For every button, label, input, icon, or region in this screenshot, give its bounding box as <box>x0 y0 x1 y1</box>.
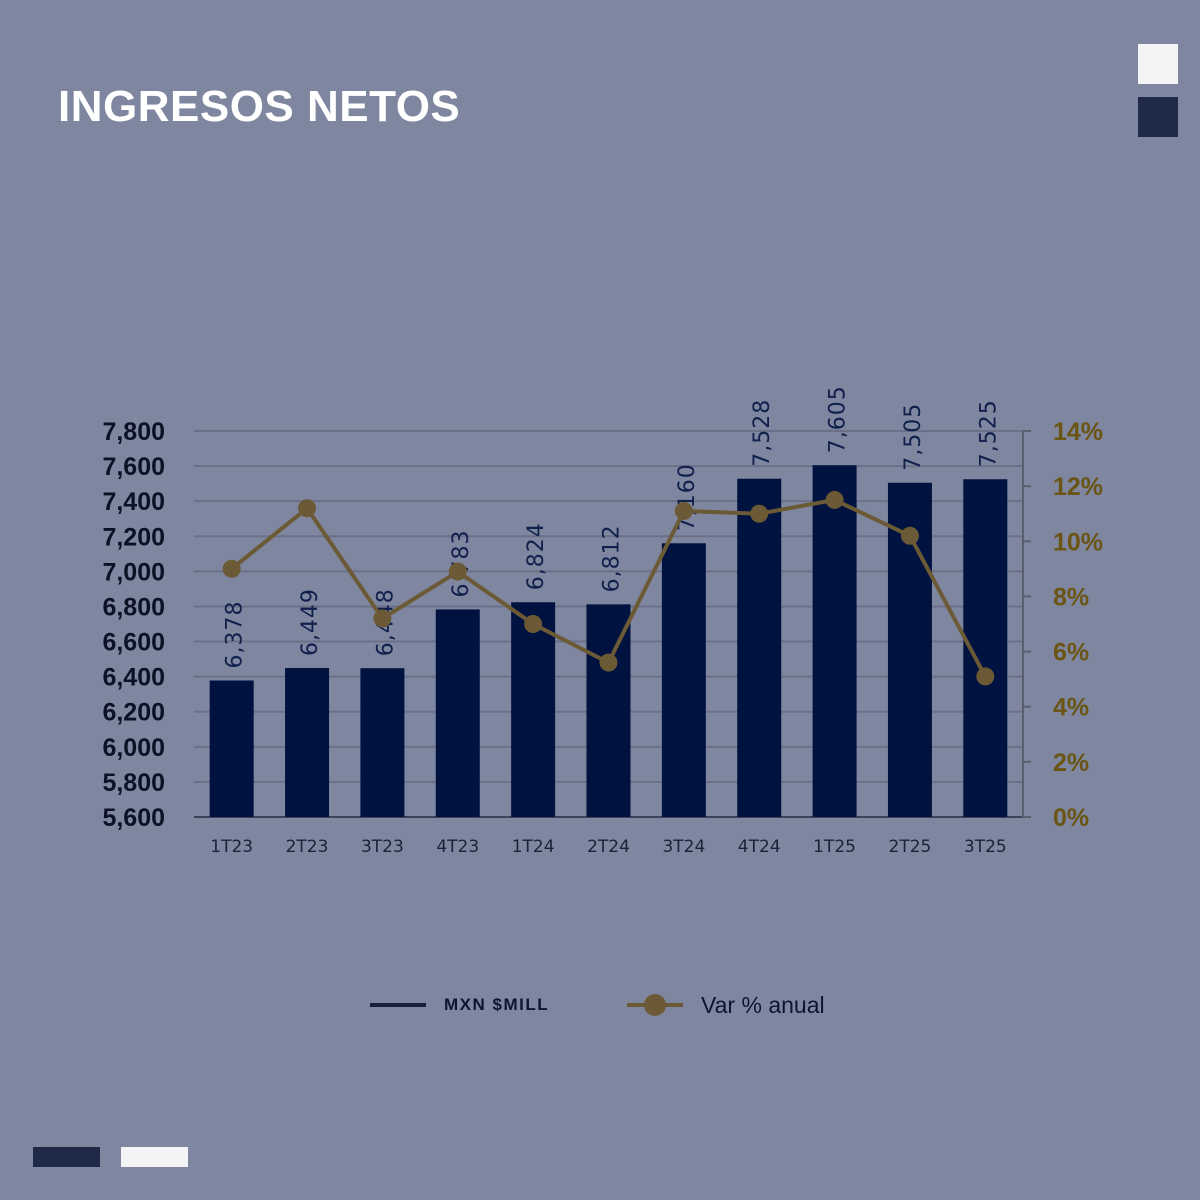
left-tick-label: 6,400 <box>102 664 165 692</box>
right-tick-label: 10% <box>1053 528 1103 556</box>
left-tick-label: 7,400 <box>102 488 165 516</box>
left-tick-label: 5,800 <box>102 769 165 797</box>
bar <box>661 543 706 817</box>
bar <box>737 478 782 817</box>
left-axis-tick-labels: 5,600 5,800 6,000 6,200 6,400 6,600 6,800 7,000… <box>102 418 165 832</box>
x-tick-label: 1T25 <box>813 837 856 857</box>
bar <box>435 609 480 817</box>
line-point <box>373 609 392 628</box>
bar <box>812 465 857 817</box>
right-tick-label: 4% <box>1053 694 1089 722</box>
decorative-square-navy <box>1138 97 1178 137</box>
line-point <box>448 562 467 581</box>
chart-legend: MXN $MILL Var % anual <box>0 985 1200 1025</box>
left-tick-label: 7,600 <box>102 453 165 481</box>
right-tick-label: 0% <box>1053 804 1089 832</box>
bar-value-label: 6,812 <box>600 524 625 592</box>
left-tick-label: 6,200 <box>102 699 165 727</box>
x-axis-tick-labels: 1T23 2T23 3T23 4T23 1T24 2T24 3T24 4T24 1T25 2T25… <box>210 837 1006 857</box>
legend-label-bars: MXN $MILL <box>444 995 550 1014</box>
legend-item-line: Var % anual <box>627 985 825 1025</box>
line-point <box>599 653 618 672</box>
line-point <box>900 526 919 545</box>
decorative-bar-navy <box>33 1147 100 1167</box>
legend-marker-dot <box>644 994 666 1016</box>
bar-value-labels: 6,3786,4496,4486,7836,8246,8127,1607,528… <box>223 385 1002 668</box>
line-point <box>298 499 317 518</box>
bar-value-label: 6,824 <box>524 522 549 590</box>
bar-value-label: 6,378 <box>223 601 248 669</box>
line-series <box>222 490 995 686</box>
right-axis-tick-labels: 0% 2% 4% 6% 8% 10% 12% 14% <box>1053 418 1103 832</box>
bar-value-label: 6,449 <box>298 588 323 656</box>
right-tick-label: 6% <box>1053 639 1089 667</box>
legend-swatch-bars <box>370 1003 426 1007</box>
right-tick-label: 14% <box>1053 418 1103 446</box>
bar <box>511 602 556 817</box>
left-tick-label: 6,000 <box>102 734 165 762</box>
bar-value-label: 7,605 <box>826 385 851 453</box>
right-tick-label: 2% <box>1053 749 1089 777</box>
bar-value-label: 7,525 <box>976 399 1001 467</box>
legend-item-bars: MXN $MILL <box>370 985 549 1025</box>
x-tick-label: 2T24 <box>587 837 630 857</box>
x-tick-label: 3T25 <box>964 837 1007 857</box>
line-point <box>674 501 693 520</box>
bar <box>360 668 405 817</box>
right-tick-label: 8% <box>1053 583 1089 611</box>
decorative-square-white <box>1138 44 1178 84</box>
line-point <box>825 490 844 509</box>
left-tick-label: 6,600 <box>102 629 165 657</box>
bar <box>285 668 330 817</box>
left-tick-label: 7,000 <box>102 558 165 586</box>
x-tick-label: 4T23 <box>436 837 479 857</box>
bar-series <box>209 465 1008 817</box>
left-tick-label: 6,800 <box>102 593 165 621</box>
x-tick-label: 1T24 <box>512 837 555 857</box>
decorative-bar-white <box>121 1147 188 1167</box>
left-tick-label: 7,200 <box>102 523 165 551</box>
x-tick-label: 2T25 <box>889 837 932 857</box>
x-tick-label: 2T23 <box>286 837 329 857</box>
legend-swatch-line <box>627 994 683 1016</box>
bar-value-label: 7,528 <box>750 399 775 467</box>
right-tick-label: 12% <box>1053 473 1103 501</box>
left-tick-label: 5,600 <box>102 804 165 832</box>
page-title: INGRESOS NETOS <box>58 82 461 131</box>
line-point <box>222 559 241 578</box>
x-tick-label: 4T24 <box>738 837 781 857</box>
left-tick-label: 7,800 <box>102 418 165 446</box>
x-tick-label: 3T23 <box>361 837 404 857</box>
x-tick-label: 3T24 <box>662 837 705 857</box>
x-tick-label: 1T23 <box>210 837 253 857</box>
line-point <box>976 667 995 686</box>
bar-value-label: 7,505 <box>901 403 926 471</box>
bar <box>586 604 631 817</box>
bar <box>209 680 254 817</box>
line-point <box>750 504 769 523</box>
line-point <box>524 615 543 633</box>
legend-label-line: Var % anual <box>701 991 825 1018</box>
